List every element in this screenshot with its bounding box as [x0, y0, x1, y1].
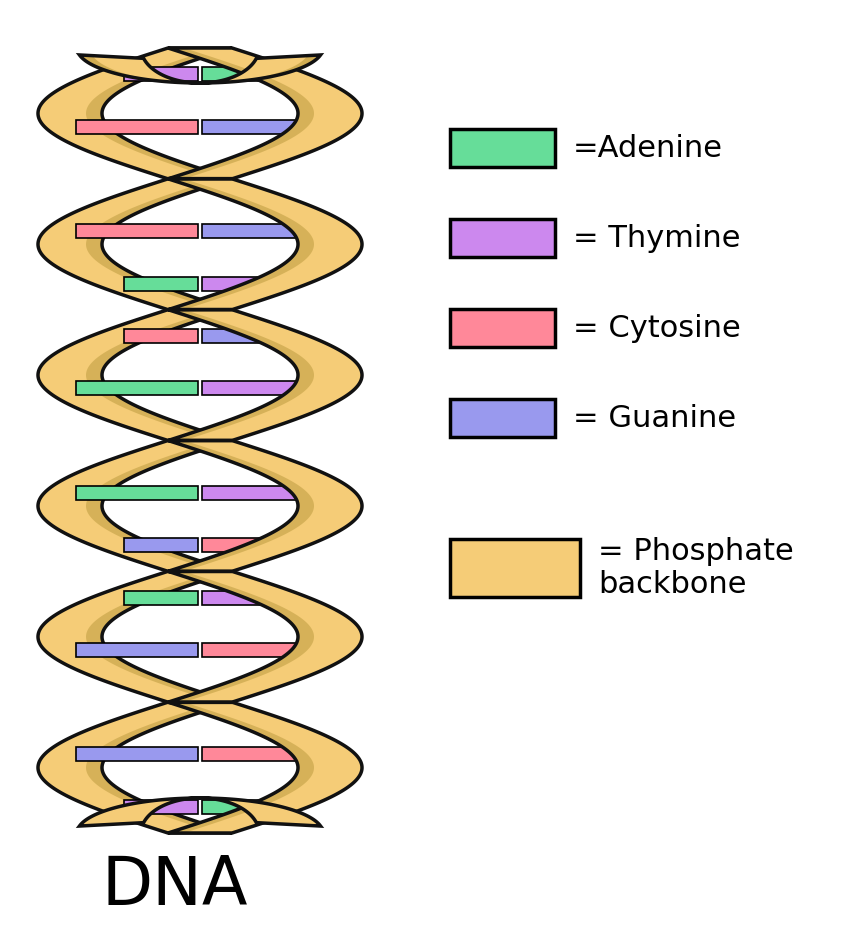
- Bar: [202, 224, 324, 238]
- Polygon shape: [168, 703, 314, 833]
- Polygon shape: [168, 48, 314, 178]
- Text: = Guanine: = Guanine: [573, 403, 736, 432]
- Text: DNA: DNA: [101, 853, 248, 919]
- Bar: [124, 329, 198, 342]
- Polygon shape: [168, 571, 362, 703]
- Bar: [124, 800, 198, 814]
- Bar: [198, 695, 200, 709]
- Bar: [77, 119, 198, 133]
- Text: = Cytosine: = Cytosine: [573, 313, 740, 342]
- Polygon shape: [169, 441, 362, 571]
- Bar: [202, 643, 324, 657]
- Polygon shape: [38, 310, 232, 440]
- Polygon shape: [38, 179, 232, 310]
- Bar: [200, 695, 202, 709]
- Bar: [77, 748, 198, 762]
- Polygon shape: [86, 441, 232, 571]
- Polygon shape: [86, 179, 232, 310]
- Bar: [450, 399, 555, 437]
- Text: = Thymine: = Thymine: [573, 223, 740, 252]
- Polygon shape: [169, 310, 362, 440]
- Polygon shape: [169, 310, 314, 440]
- Polygon shape: [168, 48, 362, 178]
- Bar: [202, 381, 324, 395]
- Text: =Adenine: =Adenine: [573, 133, 723, 162]
- Bar: [450, 129, 555, 167]
- Bar: [202, 277, 276, 291]
- Polygon shape: [38, 48, 232, 178]
- Bar: [202, 486, 324, 500]
- Bar: [77, 486, 198, 500]
- Bar: [202, 68, 276, 82]
- Bar: [202, 119, 324, 133]
- Bar: [202, 800, 276, 814]
- Polygon shape: [169, 441, 314, 571]
- Polygon shape: [86, 48, 232, 178]
- Polygon shape: [79, 55, 320, 83]
- Polygon shape: [168, 179, 362, 310]
- Bar: [202, 748, 324, 762]
- Polygon shape: [79, 798, 320, 826]
- Polygon shape: [86, 703, 232, 833]
- Bar: [124, 68, 198, 82]
- Bar: [198, 172, 200, 186]
- Bar: [200, 433, 202, 447]
- Polygon shape: [168, 703, 362, 833]
- Polygon shape: [38, 703, 232, 833]
- Polygon shape: [38, 441, 232, 571]
- Bar: [202, 591, 276, 604]
- Bar: [198, 433, 200, 447]
- Bar: [450, 309, 555, 347]
- Bar: [77, 224, 198, 238]
- Bar: [450, 219, 555, 257]
- Bar: [200, 172, 202, 186]
- Bar: [124, 591, 198, 604]
- Bar: [202, 329, 276, 342]
- Polygon shape: [86, 571, 232, 703]
- Bar: [77, 643, 198, 657]
- Polygon shape: [38, 571, 232, 703]
- Bar: [450, 539, 580, 597]
- Bar: [202, 538, 276, 552]
- Bar: [77, 381, 198, 395]
- Polygon shape: [86, 310, 232, 440]
- Bar: [124, 538, 198, 552]
- Text: = Phosphate
backbone: = Phosphate backbone: [598, 537, 794, 599]
- Polygon shape: [168, 571, 314, 703]
- Polygon shape: [168, 179, 314, 310]
- Bar: [124, 277, 198, 291]
- Polygon shape: [81, 56, 320, 83]
